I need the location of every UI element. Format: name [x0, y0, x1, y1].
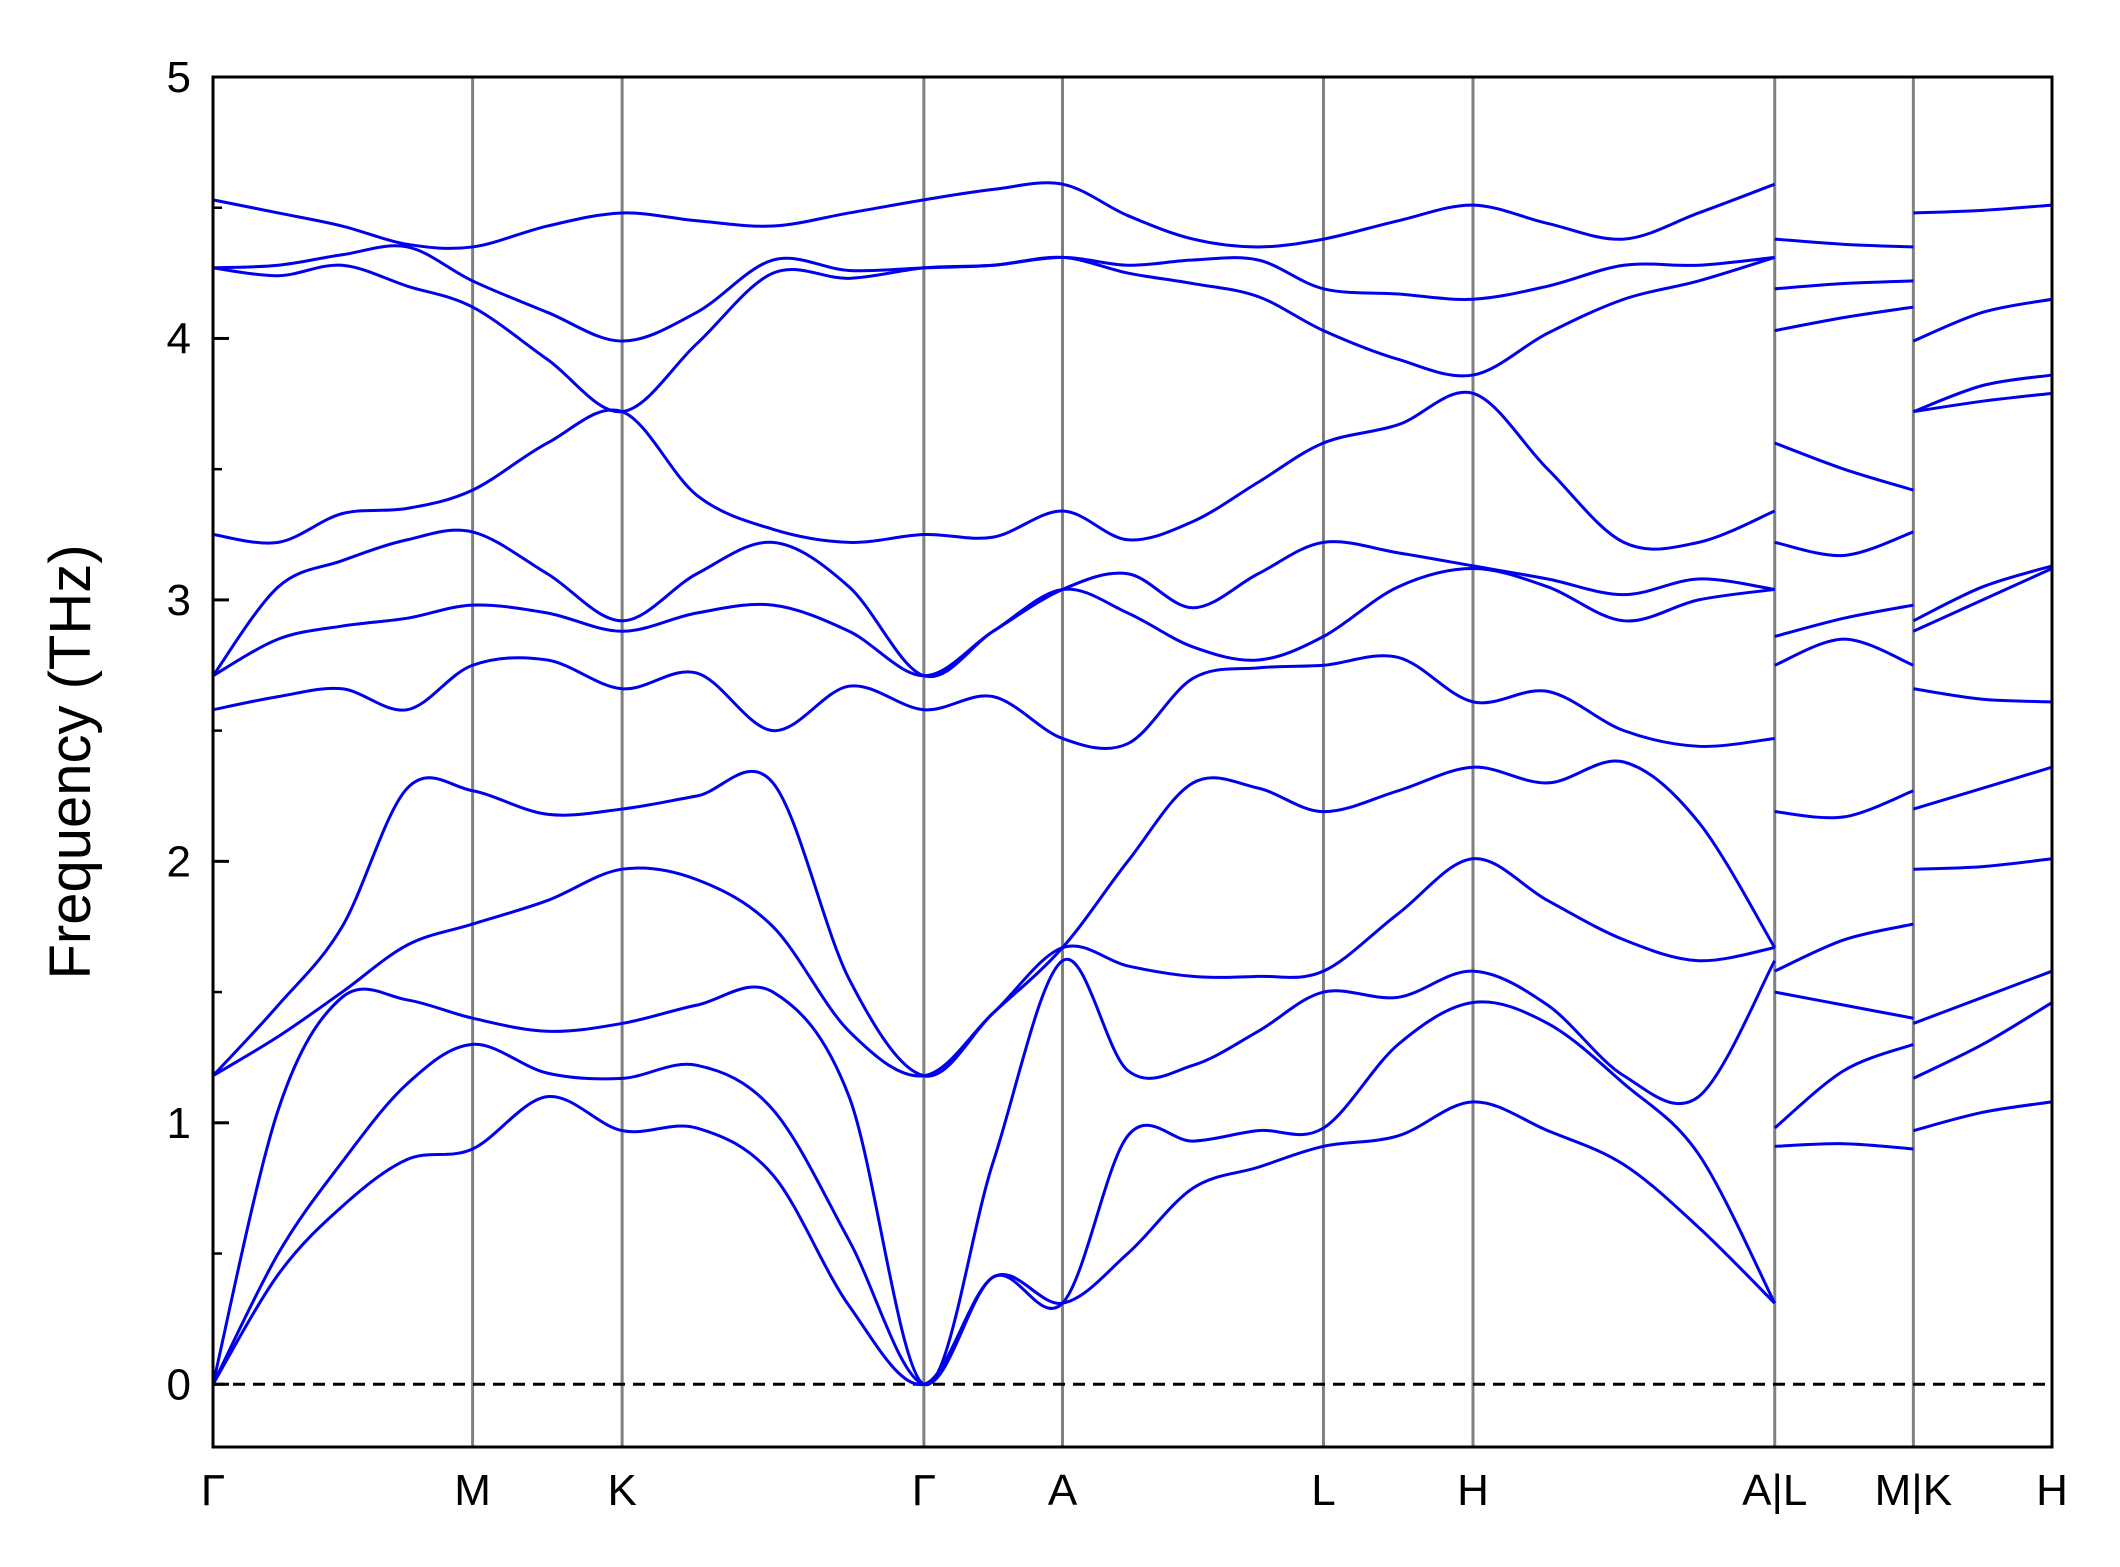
band-line — [211, 759, 2053, 1078]
x-tick-label: H — [1457, 1466, 1489, 1515]
x-tick-label: A — [1048, 1466, 1078, 1515]
x-tick-label: M — [454, 1466, 491, 1515]
y-tick-label: 0 — [167, 1360, 191, 1409]
x-tick-label: M|K — [1875, 1466, 1952, 1515]
x-tick-label: A|L — [1742, 1466, 1807, 1515]
band-line — [212, 181, 2053, 250]
x-tick-label: L — [1311, 1466, 1335, 1515]
x-tick-label: H — [2036, 1466, 2068, 1515]
y-tick-label: 1 — [167, 1099, 191, 1148]
band-line — [211, 1000, 2053, 1386]
band-line — [211, 957, 2053, 1386]
band-line — [212, 637, 2053, 751]
x-tick-label: K — [607, 1466, 636, 1515]
x-tick-label: Γ — [912, 1466, 936, 1515]
band-line — [212, 244, 2053, 343]
x-tick-label: Γ — [201, 1466, 225, 1515]
y-tick-label: 4 — [167, 314, 191, 363]
y-axis-label: Frequency (THz) — [38, 544, 103, 979]
y-tick-label: 3 — [167, 576, 191, 625]
band-line — [211, 528, 2053, 679]
y-tick-label: 2 — [167, 837, 191, 886]
plot-frame — [211, 75, 2054, 1449]
y-tick-label: 5 — [167, 53, 191, 102]
band-line — [212, 390, 2053, 551]
